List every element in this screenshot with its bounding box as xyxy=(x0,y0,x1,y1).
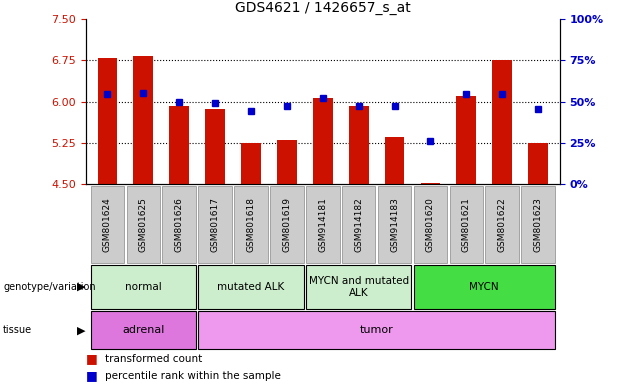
Text: ▶: ▶ xyxy=(77,282,86,292)
Text: MYCN and mutated
ALK: MYCN and mutated ALK xyxy=(308,276,409,298)
Text: tissue: tissue xyxy=(3,325,32,335)
Text: GSM914182: GSM914182 xyxy=(354,197,363,252)
Text: adrenal: adrenal xyxy=(122,325,165,335)
Text: GSM914181: GSM914181 xyxy=(318,197,328,252)
Text: mutated ALK: mutated ALK xyxy=(218,282,284,292)
Text: ▶: ▶ xyxy=(77,325,86,335)
Text: GSM801626: GSM801626 xyxy=(175,197,184,252)
Text: GSM801619: GSM801619 xyxy=(282,197,291,252)
Text: GSM801620: GSM801620 xyxy=(426,197,435,252)
Bar xyxy=(420,183,440,184)
Text: tumor: tumor xyxy=(360,325,394,335)
Text: GSM801617: GSM801617 xyxy=(211,197,219,252)
Text: MYCN: MYCN xyxy=(469,282,499,292)
Bar xyxy=(169,106,189,184)
Bar xyxy=(385,137,404,184)
Bar xyxy=(205,109,225,184)
Bar xyxy=(457,96,476,184)
Text: GSM801621: GSM801621 xyxy=(462,197,471,252)
Text: GSM801622: GSM801622 xyxy=(498,197,507,252)
Bar xyxy=(134,56,153,184)
Text: transformed count: transformed count xyxy=(105,354,202,364)
Text: GSM801624: GSM801624 xyxy=(103,197,112,252)
Text: GSM801618: GSM801618 xyxy=(247,197,256,252)
Bar xyxy=(529,143,548,184)
Bar xyxy=(349,106,368,184)
Bar xyxy=(97,58,117,184)
Text: genotype/variation: genotype/variation xyxy=(3,282,96,292)
Text: GSM801625: GSM801625 xyxy=(139,197,148,252)
Text: GSM801623: GSM801623 xyxy=(534,197,543,252)
Text: ■: ■ xyxy=(86,353,97,366)
Bar xyxy=(313,98,333,184)
Bar xyxy=(492,60,512,184)
Text: normal: normal xyxy=(125,282,162,292)
Title: GDS4621 / 1426657_s_at: GDS4621 / 1426657_s_at xyxy=(235,2,411,15)
Text: ■: ■ xyxy=(86,369,97,382)
Text: percentile rank within the sample: percentile rank within the sample xyxy=(105,371,281,381)
Bar xyxy=(241,143,261,184)
Text: GSM914183: GSM914183 xyxy=(390,197,399,252)
Bar xyxy=(277,140,297,184)
